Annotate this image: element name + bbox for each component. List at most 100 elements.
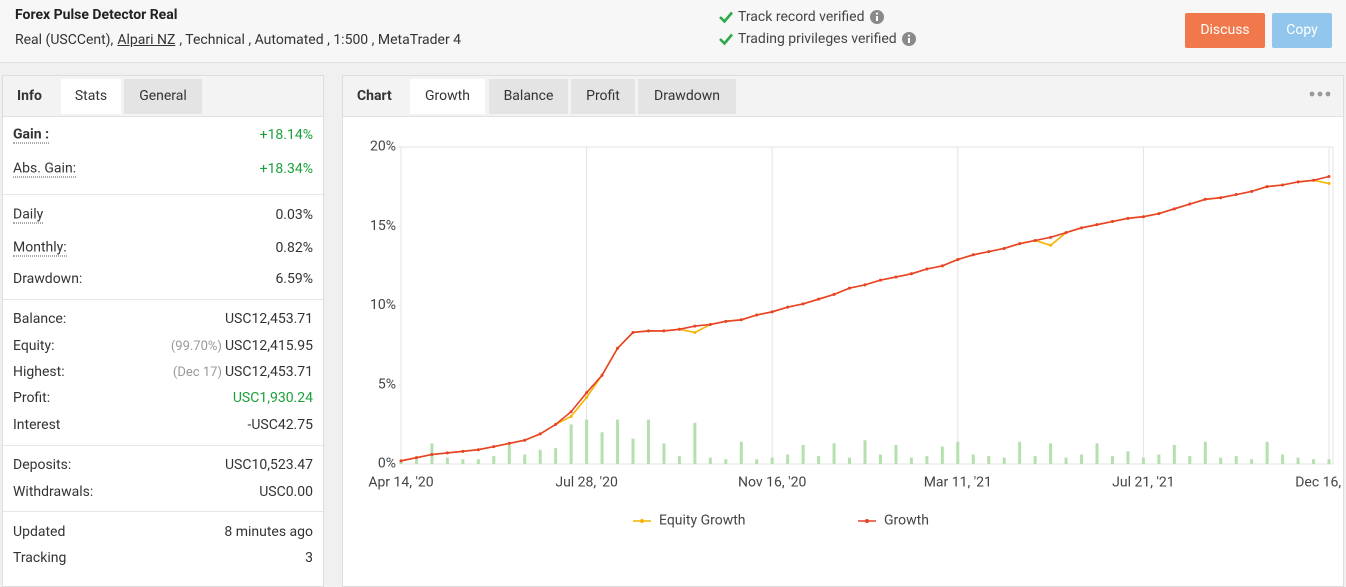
series-point xyxy=(631,330,635,334)
series-point xyxy=(445,451,449,455)
bar xyxy=(585,419,589,464)
stat-value-text: USC12,453.71 xyxy=(224,311,313,327)
bar xyxy=(600,432,604,464)
account-type: Real (USCCent), xyxy=(15,32,114,48)
bar xyxy=(1018,441,1022,464)
series-point xyxy=(1064,231,1068,235)
bar xyxy=(956,441,960,464)
stat-value-text: 3 xyxy=(305,550,313,566)
bar xyxy=(987,456,991,464)
bar xyxy=(1327,459,1331,464)
series-point xyxy=(461,449,465,453)
stat-value: -USC42.75 xyxy=(247,417,313,433)
stat-note: (99.70%) xyxy=(170,339,222,354)
series-point xyxy=(909,272,913,276)
stat-label: Interest xyxy=(13,417,61,433)
y-tick-label: 20% xyxy=(370,139,396,155)
series-point xyxy=(739,318,743,322)
check-icon xyxy=(719,33,733,46)
check-icon xyxy=(719,11,733,24)
series-point xyxy=(987,250,991,254)
bar xyxy=(693,422,697,464)
page: Forex Pulse Detector Real {"header": {"t… xyxy=(0,7,1346,587)
bar xyxy=(1250,459,1254,464)
series-point xyxy=(693,324,697,328)
stat-value: (99.70%) USC12,415.95 xyxy=(171,338,313,354)
bar xyxy=(492,456,496,464)
series-point xyxy=(1049,243,1053,247)
bar xyxy=(445,457,449,464)
series-point xyxy=(538,432,542,436)
series-point xyxy=(430,452,434,456)
stat-value: 0.82% xyxy=(275,240,313,256)
series-point xyxy=(1281,183,1285,187)
series-point xyxy=(956,258,960,262)
bar xyxy=(1172,444,1176,464)
tab[interactable]: Growth xyxy=(410,79,485,114)
stat-value-text: USC0.00 xyxy=(259,484,313,500)
growth-chart: 0% 5% 10% 15% 20% Apr 14, '20 Jul 28, '20 Nov 1… xyxy=(368,139,1343,529)
verification: Track record verified xyxy=(718,9,885,25)
bar xyxy=(1281,454,1285,464)
series-point xyxy=(1141,215,1145,219)
stat-value-text: 6.59% xyxy=(275,271,313,287)
more-menu[interactable] xyxy=(1309,90,1331,98)
stat-label: Abs. Gain: xyxy=(13,160,77,178)
bar xyxy=(1234,456,1238,464)
y-tick-label: 10% xyxy=(370,297,396,313)
tab[interactable]: Profit xyxy=(571,79,635,114)
series-point xyxy=(585,391,589,395)
bar xyxy=(461,459,465,464)
bar xyxy=(1033,456,1037,464)
bar xyxy=(1312,459,1316,464)
y-tick-label: 0% xyxy=(378,456,396,472)
info-icon[interactable] xyxy=(901,31,917,47)
divider xyxy=(3,511,323,512)
series-point xyxy=(848,286,852,290)
series-point xyxy=(1095,223,1099,227)
bar xyxy=(1203,441,1207,464)
stat-value-text: USC12,453.71 xyxy=(224,364,313,380)
series-point xyxy=(1110,219,1114,223)
broker-link[interactable]: Alpari NZ xyxy=(117,32,176,48)
series-point xyxy=(677,327,681,331)
bar xyxy=(646,419,650,464)
series-point xyxy=(708,323,712,327)
discuss-button[interactable]: Discuss xyxy=(1185,13,1265,48)
tab[interactable]: Stats xyxy=(61,79,121,114)
tab[interactable]: General xyxy=(124,79,202,114)
bar xyxy=(894,444,898,464)
series-point xyxy=(523,438,527,442)
bar xyxy=(1157,454,1161,464)
series-point xyxy=(569,414,573,418)
copy-button[interactable]: Copy xyxy=(1272,13,1332,48)
x-tick-label: Nov 16, '20 xyxy=(738,475,806,491)
stat-label: Equity: xyxy=(13,338,55,354)
bar xyxy=(755,459,759,464)
series-point xyxy=(878,278,882,282)
bar xyxy=(476,459,480,464)
series-point xyxy=(925,267,929,271)
bar xyxy=(770,457,774,464)
bar xyxy=(863,440,867,464)
bar xyxy=(1049,443,1053,464)
series-point xyxy=(1265,185,1269,189)
info-icon[interactable] xyxy=(869,9,885,25)
series-point xyxy=(1234,193,1238,197)
series-point xyxy=(1033,239,1037,243)
bar xyxy=(662,443,666,464)
series-point xyxy=(554,422,558,426)
bar xyxy=(878,454,882,464)
divider xyxy=(3,299,323,300)
tab[interactable]: Drawdown xyxy=(638,79,736,114)
bar xyxy=(971,454,975,464)
stat-label: Drawdown: xyxy=(13,271,83,287)
stat-label: Highest: xyxy=(13,364,65,380)
series-point xyxy=(1203,197,1207,201)
bar xyxy=(801,444,805,464)
panel-label: Chart xyxy=(357,88,392,104)
stat-value-text: -USC42.75 xyxy=(247,417,313,433)
tab[interactable]: Balance xyxy=(489,79,568,114)
bar xyxy=(1188,456,1192,464)
stat-value-text: +18.14% xyxy=(259,127,313,143)
